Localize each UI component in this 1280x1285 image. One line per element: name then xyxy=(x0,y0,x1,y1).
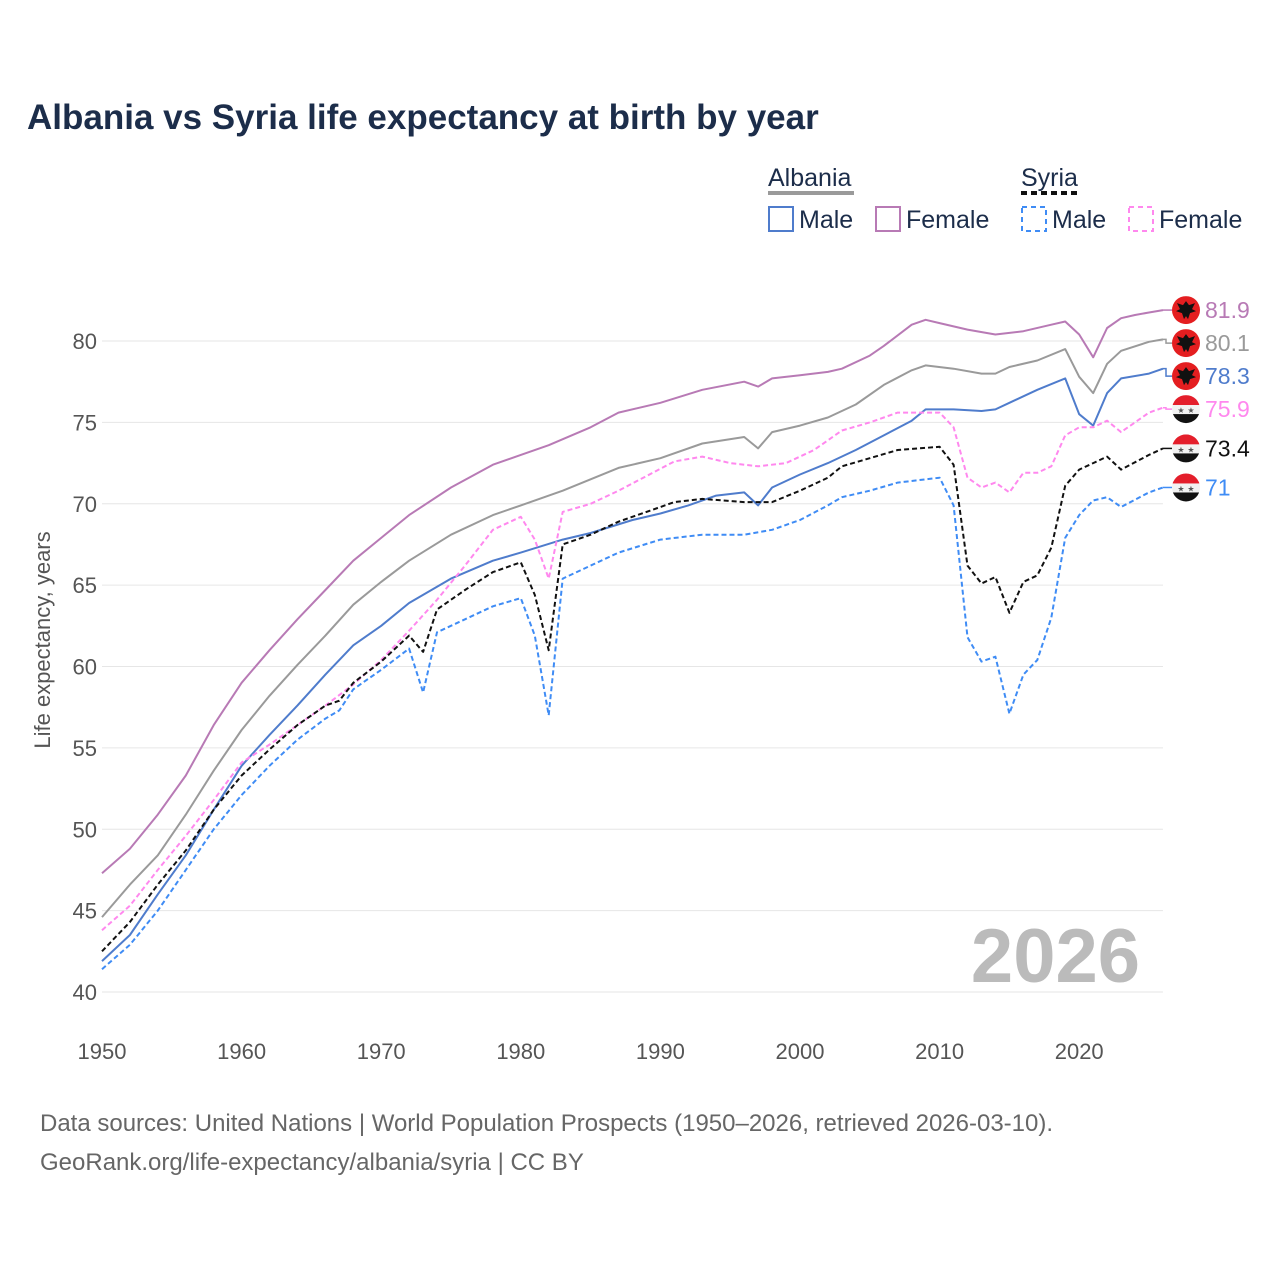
eagle-icon xyxy=(1176,301,1196,320)
series-line-albania-female xyxy=(101,309,1164,874)
legend-group-albania: Albania Male Female xyxy=(768,164,989,234)
flag-stripe-red xyxy=(1172,434,1200,445)
legend-syria-male-label[interactable]: Male xyxy=(1052,206,1106,234)
end-value-label: 80.1 xyxy=(1205,330,1250,356)
x-tick-label: 1980 xyxy=(496,1039,545,1064)
x-tick-label: 2010 xyxy=(915,1039,964,1064)
star-icon: ★ xyxy=(1187,484,1194,493)
flag-body xyxy=(1172,296,1200,325)
series-lines xyxy=(101,309,1164,970)
star-icon: ★ xyxy=(1177,484,1184,493)
x-axis-ticks: 1950 1960 1970 1980 1990 2000 2010 2020 xyxy=(78,1039,1104,1064)
x-tick-label: 1970 xyxy=(357,1039,406,1064)
x-tick-label: 1950 xyxy=(78,1039,127,1064)
y-tick-label: 70 xyxy=(73,492,97,517)
series-line-syria-total xyxy=(101,445,1164,952)
end-value-label: 73.4 xyxy=(1205,435,1250,461)
series-line-albania-total xyxy=(101,338,1164,918)
series-line-syria-male xyxy=(101,476,1164,970)
x-tick-label: 1960 xyxy=(217,1039,266,1064)
y-tick-label: 60 xyxy=(73,655,97,680)
legend-albania-female-label[interactable]: Female xyxy=(906,206,989,234)
flag-stripe-white xyxy=(1172,444,1200,454)
flag-stripe-white xyxy=(1172,483,1200,493)
flag-stripe-red xyxy=(1172,473,1200,484)
gridlines xyxy=(102,340,1163,993)
flag-body: ★ ★ xyxy=(1172,473,1200,502)
syria-flag-icon: ★ ★ xyxy=(1172,395,1200,424)
end-label-connector xyxy=(1162,406,1172,410)
syria-flag-icon: ★ ★ xyxy=(1172,473,1200,502)
end-value-label: 75.9 xyxy=(1205,396,1250,422)
end-value-label: 81.9 xyxy=(1205,297,1250,323)
end-label-connector xyxy=(1162,367,1172,377)
star-icon: ★ xyxy=(1187,406,1194,415)
legend-syria-female-swatch[interactable] xyxy=(1128,206,1154,232)
legend-country-syria: Syria xyxy=(1021,164,1078,192)
y-tick-label: 65 xyxy=(73,573,97,598)
legend-group-syria: Syria Male Female xyxy=(1021,164,1242,234)
flag-stripe-black xyxy=(1172,492,1200,502)
albania-flag-icon xyxy=(1172,296,1200,325)
flag-body xyxy=(1172,329,1200,358)
y-tick-label: 50 xyxy=(73,817,97,842)
y-tick-label: 75 xyxy=(73,410,97,435)
flag-body: ★ ★ xyxy=(1172,434,1200,463)
y-tick-label: 55 xyxy=(73,736,97,761)
series-line-syria-female xyxy=(101,406,1164,931)
albania-flag-icon xyxy=(1172,329,1200,358)
flag-stripe-white xyxy=(1172,405,1200,415)
end-value-label: 71 xyxy=(1205,474,1231,500)
end-labels: 81.980.178.3★ ★ 75.9★ ★ 73.4★ ★ 71 xyxy=(1162,296,1250,502)
syria-flag-icon: ★ ★ xyxy=(1172,434,1200,463)
footer-credit: GeoRank.org/life-expectancy/albania/syri… xyxy=(40,1149,584,1176)
eagle-icon xyxy=(1176,367,1196,386)
legend-albania-female-swatch[interactable] xyxy=(875,206,901,232)
year-watermark: 2026 xyxy=(971,914,1140,999)
flag-stripe-black xyxy=(1172,453,1200,463)
star-icon: ★ xyxy=(1187,445,1194,454)
flag-body: ★ ★ xyxy=(1172,395,1200,424)
y-tick-label: 45 xyxy=(73,899,97,924)
series-line-albania-male xyxy=(101,367,1164,962)
y-axis-label: Life expectancy, years xyxy=(30,531,55,748)
legend-albania-male-swatch[interactable] xyxy=(768,206,794,232)
flag-body xyxy=(1172,362,1200,391)
y-axis-ticks: 40 45 50 55 60 65 70 75 80 xyxy=(73,329,97,1005)
flag-stripe-black xyxy=(1172,414,1200,424)
eagle-icon xyxy=(1176,334,1196,353)
legend: Albania Male Female Syria Male Female xyxy=(768,164,1242,234)
albania-flag-icon xyxy=(1172,362,1200,391)
legend-syria-female-label[interactable]: Female xyxy=(1159,206,1242,234)
end-label-connector xyxy=(1162,338,1172,344)
legend-syria-male-swatch[interactable] xyxy=(1021,206,1047,232)
x-tick-label: 2020 xyxy=(1055,1039,1104,1064)
star-icon: ★ xyxy=(1177,406,1184,415)
chart-title: Albania vs Syria life expectancy at birt… xyxy=(27,98,819,137)
legend-albania-male-label[interactable]: Male xyxy=(799,206,853,234)
flag-stripe-red xyxy=(1172,395,1200,406)
x-tick-label: 1990 xyxy=(636,1039,685,1064)
y-tick-label: 80 xyxy=(73,329,97,354)
y-tick-label: 40 xyxy=(73,980,97,1005)
x-tick-label: 2000 xyxy=(776,1039,825,1064)
star-icon: ★ xyxy=(1177,445,1184,454)
footer-source: Data sources: United Nations | World Pop… xyxy=(40,1110,1053,1137)
end-value-label: 78.3 xyxy=(1205,363,1250,389)
legend-country-albania: Albania xyxy=(768,164,851,192)
